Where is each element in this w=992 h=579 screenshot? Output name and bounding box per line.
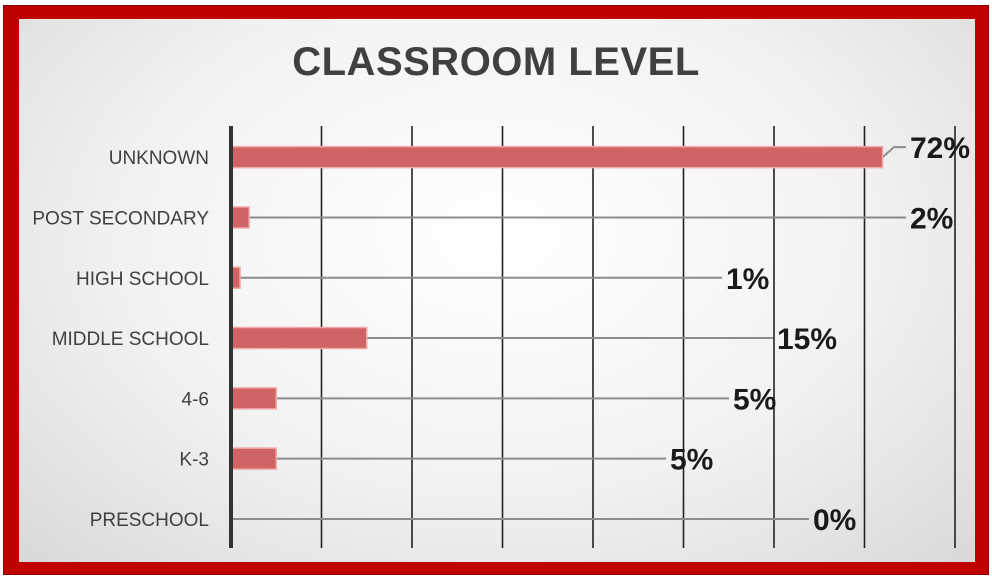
data-label: 0%: [813, 504, 856, 537]
chart-title: CLASSROOM LEVEL: [292, 40, 700, 84]
data-label: 2%: [910, 202, 953, 235]
bar: [231, 145, 884, 169]
category-label: 4-6: [182, 389, 209, 410]
data-label: 1%: [726, 263, 769, 296]
leader-line: [881, 146, 906, 158]
bar: [231, 387, 277, 410]
category-label: PRESCHOOL: [90, 510, 209, 531]
category-label: K-3: [179, 450, 209, 471]
category-label: POST SECONDARY: [32, 208, 209, 229]
data-label: 72%: [910, 132, 970, 165]
bar: [231, 447, 277, 470]
data-label: 15%: [777, 323, 837, 356]
data-label: 5%: [670, 444, 713, 477]
category-label: UNKNOWN: [109, 148, 209, 169]
chart-panel: [19, 19, 975, 562]
bar: [231, 206, 250, 229]
chart-frame: [3, 5, 989, 575]
category-label: HIGH SCHOOL: [76, 269, 209, 290]
data-label: 5%: [733, 383, 776, 416]
bar: [231, 326, 368, 350]
bar: [231, 266, 241, 289]
category-label: MIDDLE SCHOOL: [52, 329, 209, 350]
